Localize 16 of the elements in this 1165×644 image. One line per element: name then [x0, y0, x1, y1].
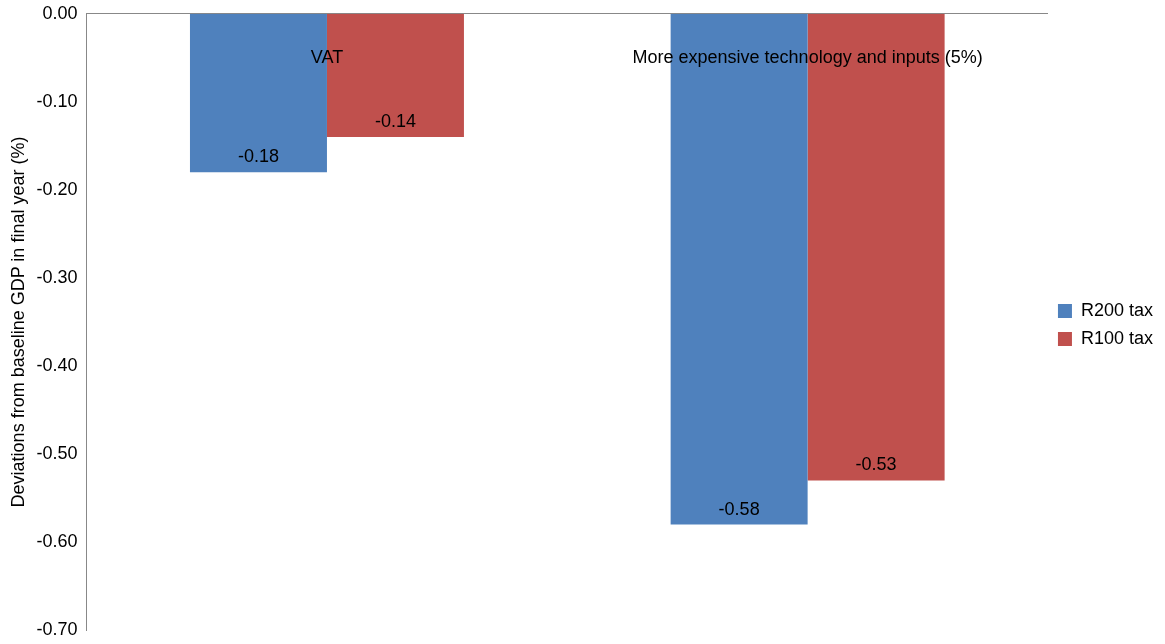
data-label: -0.58	[718, 498, 760, 519]
legend-label: R200 tax	[1080, 299, 1153, 320]
x-tick-label: VAT	[310, 46, 344, 67]
y-axis-title: Deviations from baseline GDP in final year (%)	[7, 136, 28, 508]
y-tick-label: -0.30	[36, 266, 78, 287]
data-label: -0.18	[237, 146, 279, 167]
legend-label: R100 tax	[1080, 327, 1153, 348]
y-tick-label: -0.40	[36, 355, 78, 375]
y-tick-label: -0.70	[36, 619, 78, 640]
y-tick-label: -0.50	[36, 443, 78, 464]
y-tick-label: -0.10	[36, 90, 78, 111]
y-tick-label: -0.60	[36, 531, 78, 552]
data-label: -0.53	[855, 454, 897, 475]
data-label: -0.14	[374, 111, 416, 132]
y-tick-label: -0.20	[36, 178, 78, 199]
y-tick-label: 0.00	[42, 2, 78, 23]
